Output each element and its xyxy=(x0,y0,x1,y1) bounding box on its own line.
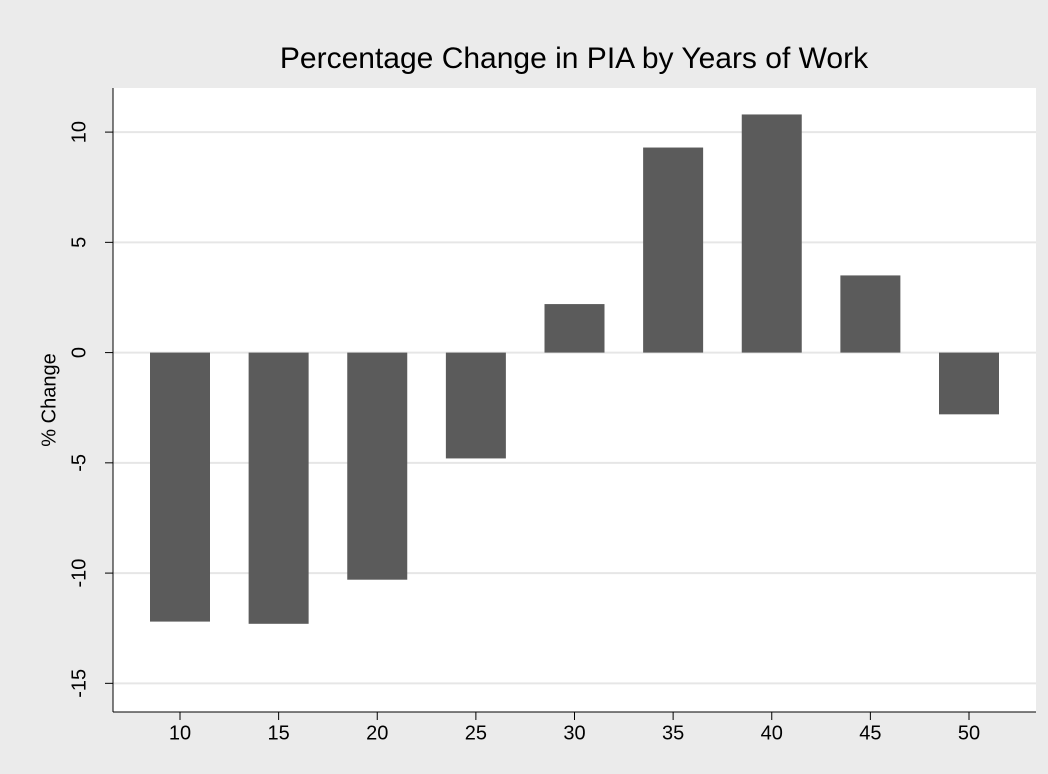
bar xyxy=(840,275,901,353)
x-tick-label: 30 xyxy=(563,722,585,744)
bar xyxy=(248,352,309,624)
bar xyxy=(150,352,210,622)
x-tick-label: 10 xyxy=(169,722,191,744)
y-tick-label: 5 xyxy=(68,237,90,248)
x-tick-label: 25 xyxy=(465,722,487,744)
y-tick-label: -10 xyxy=(68,559,90,588)
y-tick-label: 10 xyxy=(68,121,90,143)
x-tick-label: 50 xyxy=(958,722,980,744)
bar xyxy=(741,114,802,353)
x-tick-label: 40 xyxy=(761,722,783,744)
x-tick-label: 35 xyxy=(662,722,684,744)
bar xyxy=(544,304,605,353)
bar xyxy=(643,147,704,353)
x-tick-label: 15 xyxy=(268,722,290,744)
x-tick-label: 20 xyxy=(366,722,388,744)
bar xyxy=(939,352,999,415)
y-tick-label: -15 xyxy=(68,669,90,698)
y-axis-label: % Change xyxy=(38,353,60,446)
bar xyxy=(347,352,408,580)
y-tick-label: -5 xyxy=(68,454,90,472)
chart-title: Percentage Change in PIA by Years of Wor… xyxy=(280,42,869,75)
y-tick-label: 0 xyxy=(68,347,90,358)
bar xyxy=(445,352,506,459)
x-tick-label: 45 xyxy=(859,722,881,744)
